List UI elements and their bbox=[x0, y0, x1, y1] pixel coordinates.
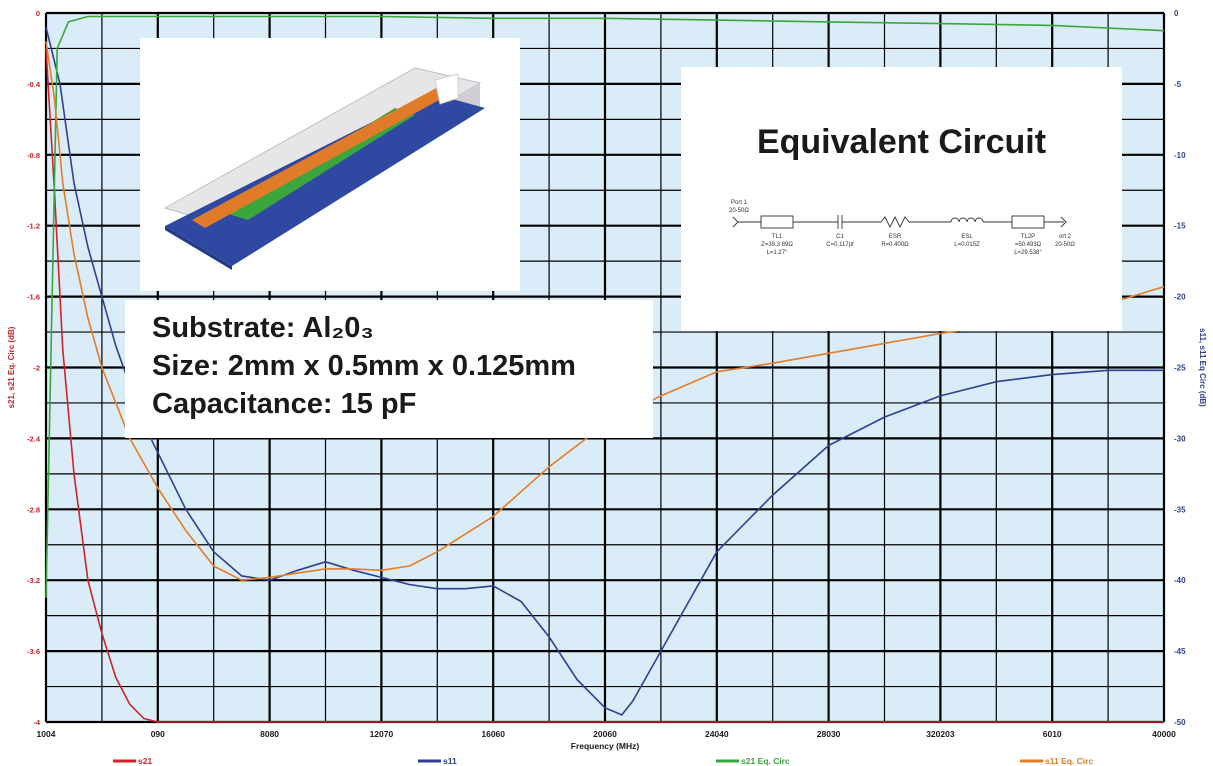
y-left-axis-label: s21, s21 Eq. Circ (dB) bbox=[7, 326, 16, 408]
x-tick-label: 6010 bbox=[1043, 729, 1062, 739]
y-left-tick-label: -0.4 bbox=[27, 80, 41, 89]
legend-label: s11 bbox=[443, 756, 457, 766]
legend-label: s21 bbox=[138, 756, 152, 766]
x-tick-label: 090 bbox=[151, 729, 165, 739]
tl2p-impedance: =50.493Ω bbox=[1015, 242, 1042, 248]
esl-symbol bbox=[950, 217, 984, 223]
esr-name: ESR bbox=[889, 234, 902, 240]
esr-value: R=0.400Ω bbox=[881, 242, 909, 248]
y-left-tick-label: -2.4 bbox=[27, 434, 41, 443]
y-right-tick-label: -40 bbox=[1174, 576, 1186, 585]
tl1-name: TL1 bbox=[772, 234, 783, 240]
c1-name: C1 bbox=[836, 234, 844, 240]
tl1-symbol bbox=[760, 215, 794, 229]
x-tick-label: 1004 bbox=[37, 729, 56, 739]
y-right-tick-label: 0 bbox=[1174, 9, 1179, 18]
substrate-label: Substrate: Al₂0₃ bbox=[152, 312, 374, 344]
x-tick-label: 8080 bbox=[260, 729, 279, 739]
model-substrate-edge bbox=[165, 226, 232, 270]
substrate-info-panel: Substrate: Al₂0₃ Size: 2mm x 0.5mm x 0.1… bbox=[125, 300, 653, 438]
port2-impedance: 20-50Ω bbox=[1055, 242, 1075, 248]
x-tick-label: 16060 bbox=[481, 729, 505, 739]
y-right-tick-label: -45 bbox=[1174, 647, 1186, 656]
tl1-length: L=1.27° bbox=[767, 250, 789, 256]
esl-name: ESL bbox=[961, 234, 973, 240]
y-left-tick-label: -2.8 bbox=[27, 505, 40, 514]
y-left-tick-label: -2 bbox=[33, 364, 40, 373]
port1-name: Port 1 bbox=[731, 200, 748, 206]
y-left-tick-label: -0.8 bbox=[27, 151, 40, 160]
y-left-tick-label: -3.6 bbox=[27, 647, 40, 656]
series-line-s21 bbox=[45, 48, 1164, 723]
tl2p-symbol bbox=[1011, 215, 1045, 229]
equivalent-circuit-panel: Equivalent Circuit Port 1 20-50Ω bbox=[681, 67, 1122, 331]
c1-value: C=0.117pf bbox=[826, 242, 854, 248]
x-tick-label: 320203 bbox=[926, 729, 955, 739]
y-left-tick-label: -3.2 bbox=[27, 576, 40, 585]
y-right-tick-label: -5 bbox=[1174, 80, 1182, 89]
x-tick-label: 40000 bbox=[1152, 729, 1176, 739]
substrate-3d-model-panel bbox=[140, 38, 520, 291]
series-line-s21-eq-circ bbox=[45, 15, 1165, 598]
size-label: Size: 2mm x 0.5mm x 0.125mm bbox=[152, 350, 576, 382]
equivalent-circuit-title: Equivalent Circuit bbox=[756, 123, 1047, 161]
capacitance-label: Capacitance: 15 pF bbox=[152, 388, 417, 420]
y-left-tick-label: -1.2 bbox=[27, 222, 40, 231]
y-left-tick-label: 0 bbox=[36, 9, 40, 18]
tl2p-name: TL2P bbox=[1021, 234, 1035, 240]
y-right-tick-label: -20 bbox=[1174, 293, 1186, 302]
y-right-tick-label: -25 bbox=[1174, 364, 1186, 373]
x-tick-label: 20060 bbox=[593, 729, 617, 739]
y-right-tick-label: -30 bbox=[1174, 434, 1186, 443]
equivalent-circuit-diagram: Port 1 20-50Ω TL1 Z=39.3 89Ω L=1.27° C1 … bbox=[729, 200, 1075, 256]
tl2p-length: L=29.538° bbox=[1014, 250, 1042, 256]
x-tick-label: 12070 bbox=[370, 729, 394, 739]
model-center-conductor bbox=[192, 86, 452, 228]
substrate-3d-model-image bbox=[163, 67, 485, 270]
esr-symbol bbox=[880, 215, 910, 229]
legend-label: s11 Eq. Circ bbox=[1045, 756, 1093, 766]
port1-symbol bbox=[732, 216, 739, 228]
esl-value: L=0.015Z bbox=[954, 242, 980, 248]
port1-impedance: 20-50Ω bbox=[729, 208, 749, 214]
x-axis-label: Frequency (MHz) bbox=[571, 741, 640, 751]
y-right-tick-label: -15 bbox=[1174, 222, 1186, 231]
y-right-tick-label: -50 bbox=[1174, 718, 1186, 727]
model-port-pad bbox=[434, 73, 459, 105]
y-right-axis-label: s11, s11 Eq Circ (dB) bbox=[1198, 328, 1207, 407]
port2-symbol bbox=[1060, 216, 1067, 228]
y-right-tick-label: -35 bbox=[1174, 505, 1186, 514]
y-left-tick-label: -1.6 bbox=[27, 293, 40, 302]
y-left-tick-label: -4 bbox=[33, 718, 40, 727]
tl1-impedance: Z=39.3 89Ω bbox=[761, 242, 793, 248]
series-line-s11-eq-circ bbox=[45, 41, 1165, 581]
y-right-tick-label: -10 bbox=[1174, 151, 1186, 160]
x-tick-label: 24040 bbox=[705, 729, 729, 739]
series-line-s11 bbox=[45, 27, 1164, 716]
x-tick-label: 28030 bbox=[817, 729, 841, 739]
model-substrate bbox=[165, 93, 485, 266]
legend-label: s21 Eq. Circ bbox=[741, 756, 790, 766]
port2-name: ort 2 bbox=[1059, 234, 1072, 240]
